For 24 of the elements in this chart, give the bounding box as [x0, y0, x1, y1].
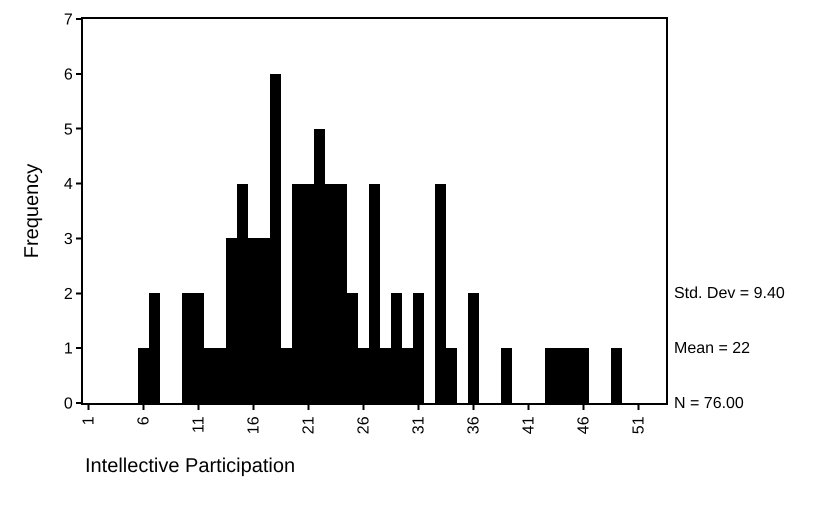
y-tick-label: 4 [64, 176, 73, 194]
y-axis-title: Frequency [20, 164, 43, 258]
text: N = 76.00 [674, 395, 744, 412]
x-tick-label: 11 [190, 416, 208, 434]
x-tick-label: 6 [136, 416, 153, 426]
y-tick-label: 1 [64, 340, 73, 358]
x-tick-label: 31 [410, 416, 428, 434]
x-tick-label: 1 [80, 416, 98, 426]
x-tick-label: 16 [246, 416, 263, 434]
x-tick-label: 26 [356, 416, 373, 434]
text: Mean = 22 [674, 340, 750, 357]
y-tick-label: 3 [64, 231, 73, 248]
y-tick-label: 2 [64, 286, 73, 303]
x-tick-label: 51 [630, 416, 648, 434]
x-tick-label: 41 [520, 416, 538, 434]
y-tick-label: 7 [64, 12, 73, 29]
y-tick-label: 6 [64, 66, 73, 84]
x-tick-label: 46 [576, 416, 593, 434]
text: Std. Dev = 9.40 [674, 285, 785, 302]
x-axis-title: Intellective Participation [85, 455, 296, 477]
x-tick-label: 21 [300, 416, 318, 434]
y-tick-label: 5 [64, 121, 73, 138]
x-tick-label: 36 [466, 416, 483, 434]
y-tick-label: 0 [64, 396, 73, 413]
